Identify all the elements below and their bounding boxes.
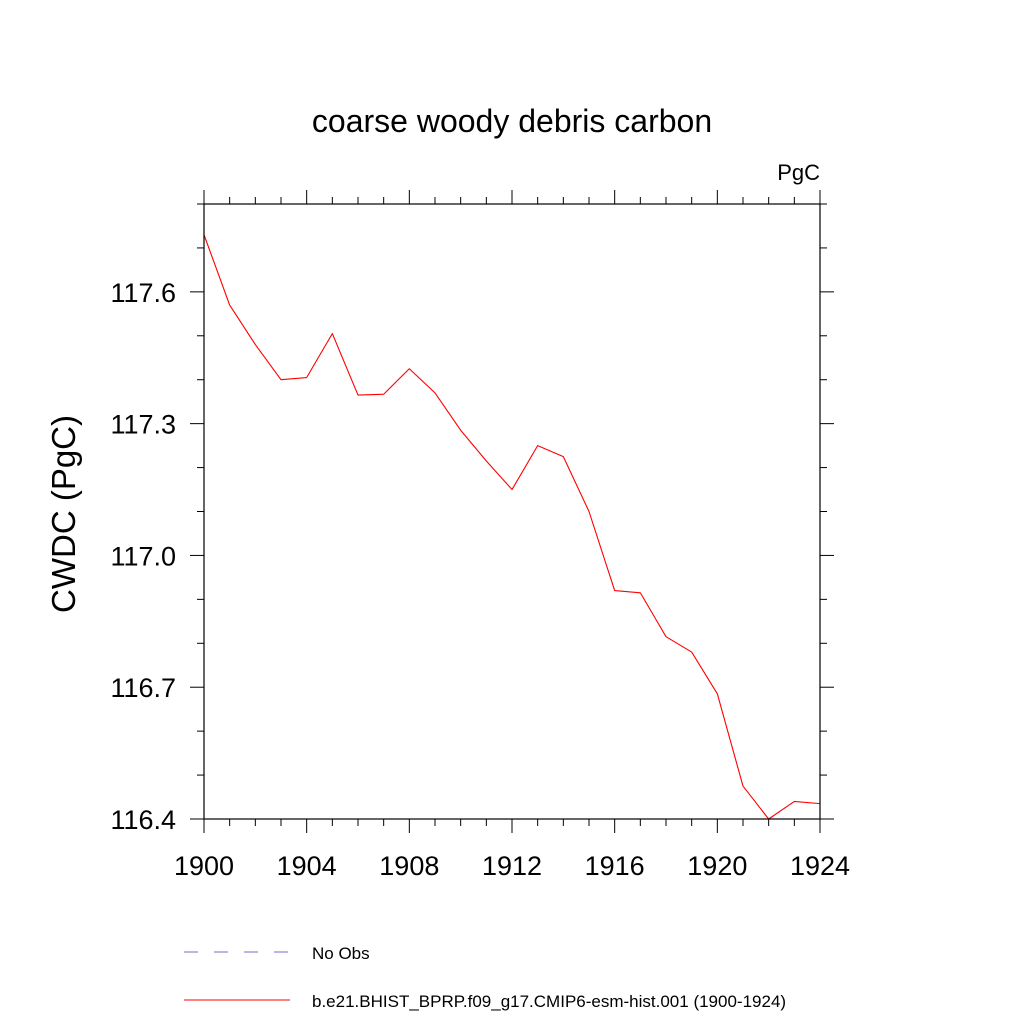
units-label: PgC (777, 160, 820, 185)
data-point (563, 456, 564, 457)
x-tick-labels: 1900 1904 1908 1912 1916 1920 1924 (174, 851, 850, 881)
data-point (665, 636, 666, 637)
x-tick-label: 1908 (379, 851, 439, 881)
series-layer (203, 234, 821, 820)
y-tick-label: 117.3 (110, 410, 176, 440)
minor-ticks (197, 197, 827, 826)
data-point (486, 460, 487, 461)
data-point (588, 511, 589, 512)
x-tick-label: 1916 (585, 851, 645, 881)
data-point (640, 592, 641, 593)
data-point (383, 394, 384, 395)
data-point (332, 333, 333, 334)
y-tick-label: 117.0 (110, 541, 176, 571)
data-point (511, 489, 512, 490)
chart-title: coarse woody debris carbon (312, 103, 712, 139)
data-point (614, 590, 615, 591)
y-tick-label: 117.6 (110, 278, 176, 308)
y-tick-label: 116.4 (110, 805, 176, 835)
data-point (794, 801, 795, 802)
data-point (742, 785, 743, 786)
data-point (537, 445, 538, 446)
x-tick-label: 1904 (277, 851, 337, 881)
legend-label-no-obs: No Obs (312, 944, 370, 963)
data-point (306, 377, 307, 378)
x-tick-label: 1924 (790, 851, 850, 881)
data-point (357, 394, 358, 395)
data-point (255, 344, 256, 345)
x-tick-label: 1920 (687, 851, 747, 881)
data-point (691, 651, 692, 652)
legend-label-model: b.e21.BHIST_BPRP.f09_g17.CMIP6-esm-hist.… (312, 992, 786, 1011)
data-point (434, 392, 435, 393)
x-tick-label: 1900 (174, 851, 234, 881)
major-ticks (190, 190, 834, 833)
data-point (460, 430, 461, 431)
legend: No Obs b.e21.BHIST_BPRP.f09_g17.CMIP6-es… (184, 944, 786, 1011)
y-tick-labels: 116.4 116.7 117.0 117.3 117.6 (110, 278, 176, 835)
plot-frame (203, 203, 821, 820)
data-point (280, 379, 281, 380)
series-line (203, 234, 821, 820)
data-point (409, 368, 410, 369)
data-point (229, 304, 230, 305)
y-tick-label: 116.7 (110, 673, 176, 703)
data-point (717, 693, 718, 694)
y-axis-label: CWDC (PgC) (45, 415, 82, 613)
x-tick-label: 1912 (482, 851, 542, 881)
